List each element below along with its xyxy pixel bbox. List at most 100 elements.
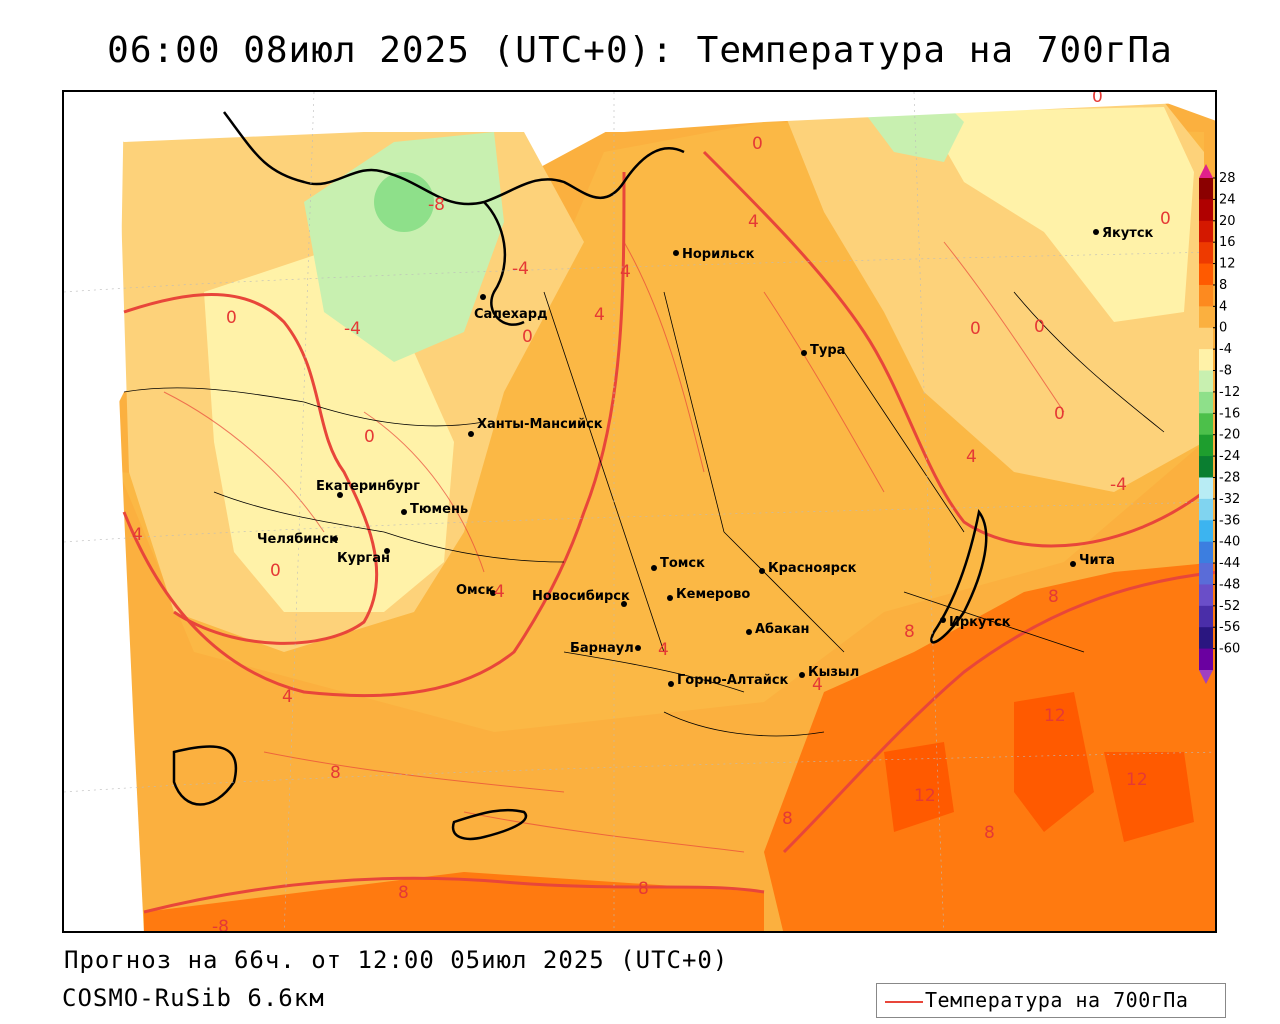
contour-label: 4 [494,582,505,602]
colorbar-tick-label: -20 [1219,428,1240,443]
city-label: Абакан [755,622,810,637]
legend-line-swatch [885,1001,923,1003]
city-khanty: Ханты-Мансийск [468,417,603,437]
contour-lines [122,150,1215,914]
colorbar-swatch [1199,349,1213,372]
colorbar-tick-label: -48 [1219,577,1240,592]
model-name: COSMO-RuSib 6.6км [62,984,325,1012]
city-chita: Чита [1070,553,1115,568]
colorbar-tick-label: -60 [1219,642,1240,657]
contour-label: 0 [1054,404,1065,424]
city-label: Челябинск [257,532,338,547]
city-label: Ханты-Мансийск [477,417,603,432]
contour-label: 0 [1160,209,1171,229]
city-markers: Норильск Якутск Салехард Тура Ханты-Манс… [257,226,1154,688]
city-tyumen: Тюмень [401,502,468,517]
mask-west [64,92,134,732]
colorbar-tick-label: -40 [1219,535,1240,550]
contour-label: 8 [398,883,409,903]
colorbar-tick-label: -52 [1219,599,1240,614]
city-salekhard: Салехард [474,294,548,322]
contour-label: 8 [638,879,649,899]
contour-label: 4 [748,212,759,232]
city-ekaterinburg: Екатеринбург [316,479,420,498]
region-hot-se [764,562,1215,931]
contour-label: 12 [1126,770,1148,790]
contour-label: -8 [428,195,445,215]
contour-label: -8 [212,917,229,933]
colorbar-swatch [1199,370,1213,393]
colorbar-swatch [1199,648,1213,671]
contour-label: 0 [226,308,237,328]
city-yakutsk: Якутск [1093,226,1154,241]
colorbar-swatch [1199,413,1213,436]
city-label: Екатеринбург [316,479,420,494]
mask-bottom-left [64,732,144,931]
colorbar-tick-label: -28 [1219,470,1240,485]
colorbar-swatch [1199,327,1213,350]
city-krasnoyarsk: Красноярск [759,561,857,576]
contour-value-labels: 0 -8 4 -4 4 0 0 4 0 -4 0 0 0 0 4 0 4 -4 … [132,92,1171,933]
city-gorno-altaysk: Горно-Алтайск [668,673,789,688]
colorbar-swatch [1199,178,1213,200]
contour-8 [782,570,1215,854]
region-hot-core-1 [1014,692,1094,832]
city-tura: Тура [801,343,845,358]
contour-label: -4 [344,319,361,339]
contour-label: 4 [812,675,823,695]
region-hot-core-2 [1104,752,1194,842]
city-label: Норильск [682,247,755,262]
city-barnaul: Барнаул [570,641,641,656]
contour-label: 8 [330,763,341,783]
city-label: Горно-Алтайск [677,673,789,688]
colorbar-swatch [1199,584,1213,607]
colorbar-swatch [1199,434,1213,457]
colorbar-tick-labels: 28 24 20 16 12 8 4 0 -4 -8 -12 -16 -20 -24 -28 -32 -36 -4… [1213,171,1240,657]
map-canvas: Норильск Якутск Салехард Тура Ханты-Манс… [64,92,1215,933]
city-irkutsk: Иркутск [940,615,1011,630]
colorbar-bottom-arrow [1199,670,1213,684]
contour-label: 0 [970,319,981,339]
city-label: Тюмень [410,502,468,517]
contour-label: 12 [914,786,936,806]
colorbar-swatch [1199,284,1213,307]
city-label: Иркутск [949,615,1011,630]
city-label: Курган [337,551,390,566]
colorbar-tick-label: -16 [1219,406,1240,421]
contour-label: 4 [966,447,977,467]
colorbar-swatch [1199,456,1213,478]
contour-label: 0 [1034,317,1045,337]
colorbar-tick-label: -44 [1219,556,1240,571]
city-novosibirsk: Новосибирск [532,589,630,607]
legend-label: Температура на 700гПа [925,988,1189,1012]
colorbar-tick-label: -32 [1219,492,1240,507]
colorbar-tick-label: 8 [1219,278,1227,293]
city-abakan: Абакан [746,622,810,637]
city-omsk: Омск [456,583,496,598]
contour-label: -4 [1110,475,1127,495]
map-title: 06:00 08июл 2025 (UTC+0): Температура на… [107,30,1173,71]
city-label: Тура [810,343,845,358]
contour-4 [122,171,626,698]
colorbar-swatch [1199,391,1213,414]
contour-label: 0 [522,327,533,347]
city-label: Барнаул [570,641,634,656]
contour-label: 4 [132,525,143,545]
city-tomsk: Томск [651,556,705,571]
city-label: Новосибирск [532,589,630,604]
colorbar-swatches [1199,164,1213,684]
colorbar-tick-label: 4 [1219,299,1227,314]
contour-label: 4 [620,262,631,282]
city-chelyabinsk: Челябинск [257,532,338,547]
colorbar-tick-label: 20 [1219,214,1236,229]
colorbar-tick-label: -4 [1219,342,1232,357]
graticule [64,92,1215,931]
colorbar-swatch [1199,220,1213,243]
contour-label: 0 [270,561,281,581]
thin-contours [163,241,1065,853]
contour-label: -4 [512,259,529,279]
contour-label: 4 [658,640,669,660]
colorbar-tick-label: -36 [1219,513,1240,528]
colorbar-swatch [1199,263,1213,286]
baikal-lake [930,509,988,644]
